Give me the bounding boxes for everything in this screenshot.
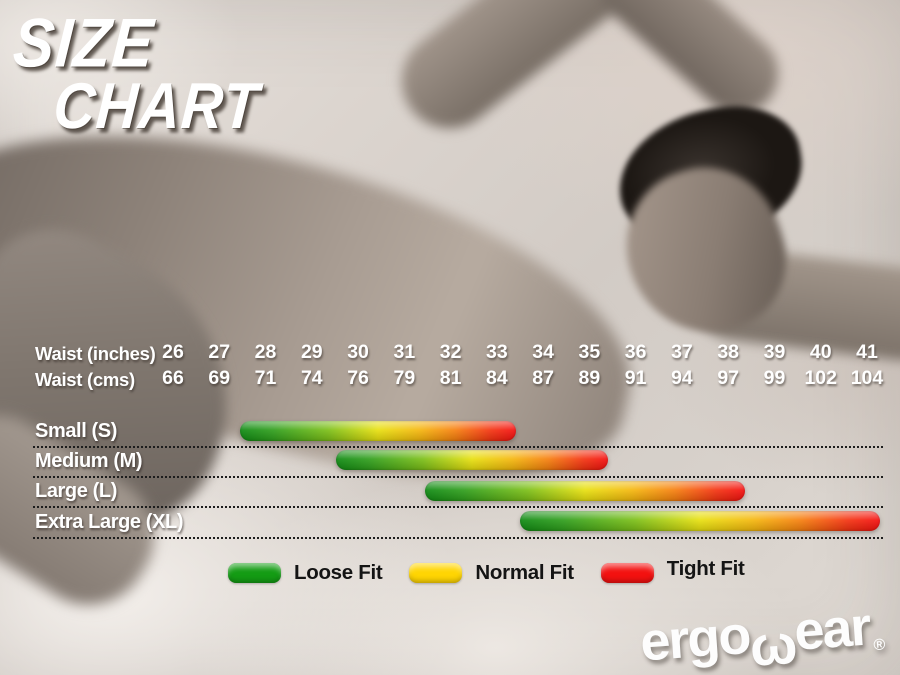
waist-inches-value: 36 bbox=[624, 341, 647, 363]
registered-trademark-icon: ® bbox=[872, 636, 886, 655]
waist-column: 32 81 bbox=[430, 342, 472, 389]
waist-cms-value: 102 bbox=[804, 367, 837, 389]
logo-text-ergo: ergo bbox=[638, 604, 751, 673]
waist-cms-value: 79 bbox=[393, 367, 416, 389]
fit-bar-large bbox=[425, 481, 745, 501]
waist-inches-value: 41 bbox=[856, 341, 878, 363]
waist-inches-value: 29 bbox=[300, 341, 323, 363]
waist-column: 31 79 bbox=[383, 342, 425, 389]
waist-column: 27 69 bbox=[198, 342, 240, 389]
waist-inches-value: 31 bbox=[393, 341, 416, 363]
waist-column: 35 89 bbox=[568, 342, 610, 389]
logo-text-ear: ear bbox=[792, 596, 872, 662]
waist-column: 28 71 bbox=[245, 342, 287, 389]
waist-inches-row-label: Waist (inches) bbox=[35, 343, 156, 364]
fit-bar-small bbox=[240, 421, 516, 441]
waist-cms-value: 97 bbox=[717, 367, 740, 389]
waist-cms-value: 69 bbox=[208, 367, 231, 389]
page-title: SIZE CHART bbox=[11, 4, 270, 142]
waist-cms-value: 94 bbox=[671, 367, 693, 389]
waist-column: 39 99 bbox=[753, 342, 795, 389]
waist-cms-value: 74 bbox=[300, 367, 323, 389]
normal-fit-label: Normal Fit bbox=[475, 561, 574, 584]
waist-inches-value: 30 bbox=[347, 341, 369, 363]
waist-inches-value: 26 bbox=[162, 341, 184, 363]
fit-legend: Loose Fit Normal Fit Tight Fit bbox=[228, 557, 745, 586]
tight-fit-swatch bbox=[600, 563, 654, 583]
waist-cms-value: 91 bbox=[624, 367, 647, 389]
waist-column: 29 74 bbox=[291, 342, 333, 389]
size-label-medium: Medium (M) bbox=[35, 450, 143, 472]
waist-cms-value: 66 bbox=[162, 367, 184, 389]
size-row-small: Small (S) bbox=[33, 416, 883, 448]
waist-column: 36 91 bbox=[615, 342, 657, 389]
waist-inches-value: 34 bbox=[532, 341, 554, 363]
waist-cms-value: 71 bbox=[254, 367, 277, 389]
size-label-extra-large: Extra Large (XL) bbox=[35, 511, 184, 533]
waist-inches-value: 32 bbox=[439, 341, 462, 363]
size-label-small: Small (S) bbox=[35, 420, 117, 442]
fit-bar-extra-large bbox=[520, 511, 880, 531]
legend-item-tight-fit: Tight Fit bbox=[600, 557, 745, 585]
waist-inches-value: 38 bbox=[717, 341, 740, 363]
waist-cms-row-label: Waist (cms) bbox=[35, 369, 135, 390]
size-label-large: Large (L) bbox=[35, 480, 117, 502]
waist-inches-value: 27 bbox=[208, 341, 231, 363]
waist-cms-value: 104 bbox=[850, 367, 884, 389]
waist-cms-value: 99 bbox=[763, 367, 786, 389]
waist-cms-value: 87 bbox=[532, 367, 554, 389]
waist-cms-value: 76 bbox=[347, 367, 369, 389]
waist-column: 34 87 bbox=[522, 342, 564, 389]
loose-fit-label: Loose Fit bbox=[294, 561, 383, 584]
loose-fit-swatch bbox=[228, 563, 281, 583]
size-row-medium: Medium (M) bbox=[33, 446, 883, 478]
waist-inches-value: 28 bbox=[254, 341, 277, 363]
waist-inches-value: 40 bbox=[809, 341, 832, 363]
waist-inches-value: 37 bbox=[671, 341, 693, 363]
waist-column: 38 97 bbox=[707, 342, 749, 389]
waist-column: 26 66 bbox=[152, 342, 194, 389]
waist-measurement-columns: 26 66 27 69 28 71 29 74 30 76 31 79 32 8… bbox=[152, 342, 888, 389]
tight-fit-label: Tight Fit bbox=[666, 557, 745, 580]
waist-inches-value: 39 bbox=[763, 341, 786, 363]
fit-bar-medium bbox=[336, 450, 608, 470]
size-row-extra-large: Extra Large (XL) bbox=[33, 507, 883, 539]
legend-item-loose-fit: Loose Fit bbox=[228, 561, 383, 585]
title-line-size: SIZE bbox=[10, 3, 157, 82]
waist-column: 37 94 bbox=[661, 342, 703, 389]
size-row-large: Large (L) bbox=[33, 476, 883, 508]
waist-cms-value: 81 bbox=[439, 367, 462, 389]
waist-column: 33 84 bbox=[476, 342, 518, 389]
legend-item-normal-fit: Normal Fit bbox=[409, 561, 574, 585]
normal-fit-swatch bbox=[409, 563, 463, 583]
waist-cms-value: 84 bbox=[486, 367, 508, 389]
waist-inches-value: 35 bbox=[578, 341, 601, 363]
waist-cms-value: 89 bbox=[578, 367, 601, 389]
logo-omega-glyph: ω bbox=[747, 611, 798, 675]
waist-column: 30 76 bbox=[337, 342, 379, 389]
waist-column: 41 104 bbox=[846, 342, 888, 389]
waist-inches-value: 33 bbox=[486, 341, 508, 363]
waist-column: 40 102 bbox=[800, 342, 842, 389]
title-line-chart: CHART bbox=[51, 69, 262, 143]
